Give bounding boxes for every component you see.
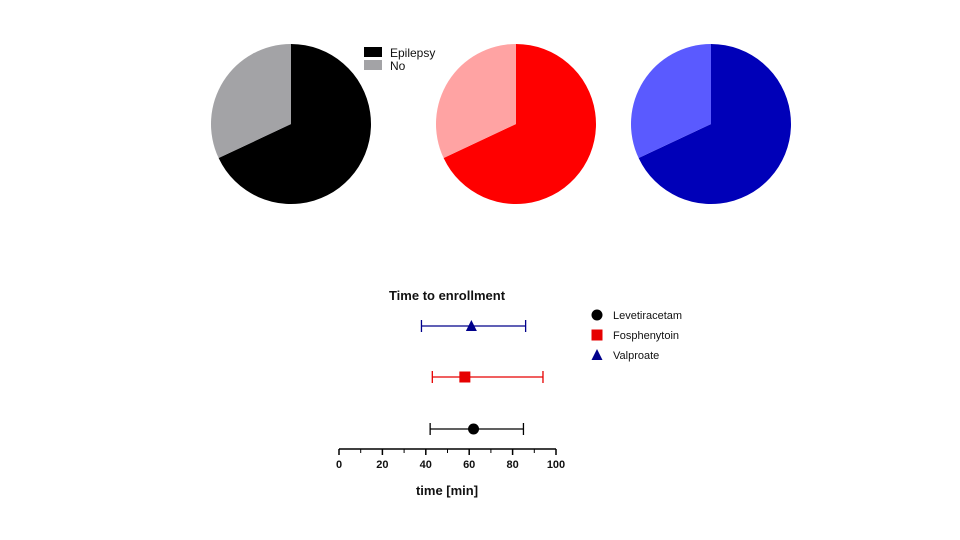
forest-legend-marker-levetiracetam [591,309,603,321]
forest-legend-marker-valproate [591,349,603,360]
forest-legend: Levetiracetam Fosphenytoin Valproate [591,309,682,362]
point-marker-levetiracetam [468,423,480,435]
pie-3-slice-epilepsy [638,44,791,205]
pie-1-slice-no [211,44,291,159]
forest-legend-label-fosphenytoin: Fosphenytoin [613,330,679,342]
forest-legend-entry-fosphenytoin: Fosphenytoin [591,329,679,342]
forest-row-levetiracetam [429,423,525,435]
x-axis: 0 20 40 60 80 100 [336,448,565,471]
pie-1-slice-epilepsy [218,44,371,205]
point-marker-fosphenytoin [459,371,471,383]
forest-legend-entry-levetiracetam: Levetiracetam [591,309,682,322]
x-axis-label: time [min] [416,483,478,498]
pie-chart-3 [631,44,791,205]
forest-row-valproate [420,320,527,332]
forest-legend-entry-valproate: Valproate [591,349,659,362]
forest-legend-label-levetiracetam: Levetiracetam [613,310,682,322]
pie-chart-1 [211,44,371,205]
pie-2-slice-epilepsy [443,44,597,205]
pie-legend-label-epilepsy: Epilepsy [390,46,435,60]
forest-row-fosphenytoin [431,371,544,383]
x-tick-label-60: 60 [463,459,475,471]
x-tick-label-100: 100 [547,459,565,471]
point-marker-valproate [465,320,477,331]
pie-3-slice-no [631,44,711,159]
forest-plot: Time to enrollment 0 20 40 60 80 100 time [mi… [336,288,682,498]
pie-legend-label-no: No [390,59,406,73]
x-tick-label-80: 80 [506,459,518,471]
x-tick-label-40: 40 [420,459,432,471]
forest-legend-label-valproate: Valproate [613,350,659,362]
pie-chart-2 [435,44,597,205]
pie-legend-swatch-no [364,60,382,70]
forest-plot-title: Time to enrollment [389,288,506,303]
pie-legend-swatch-epilepsy [364,47,382,57]
x-tick-label-20: 20 [376,459,388,471]
pie-charts-row [211,44,791,205]
pie-2-slice-no [435,44,516,159]
forest-legend-marker-fosphenytoin [591,329,603,341]
x-tick-label-0: 0 [336,459,342,471]
pie-legend: Epilepsy No [364,46,435,73]
forest-plot-rows [420,320,544,435]
